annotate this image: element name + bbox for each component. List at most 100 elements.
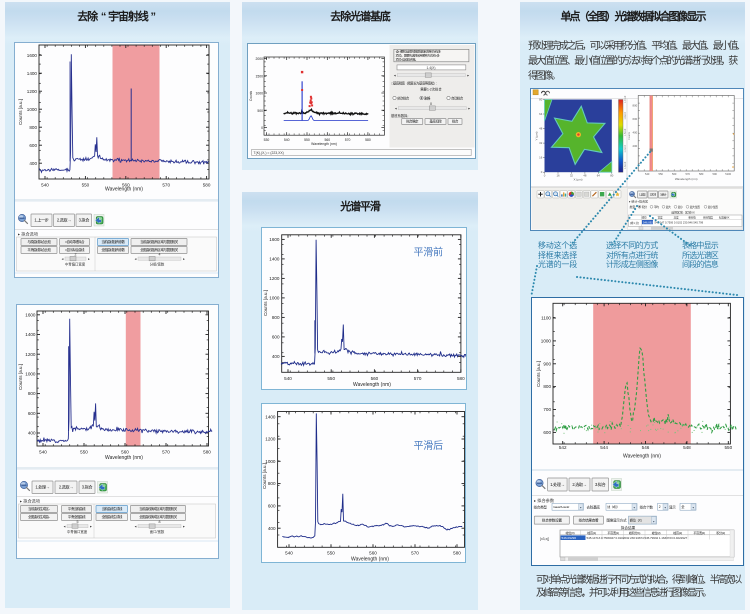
svg-text:1000: 1000 [269,296,280,301]
svg-text:◄: ◄ [134,257,137,261]
svg-text:560: 560 [122,183,130,188]
svg-text:基底扣除: 基底扣除 [430,119,443,124]
svg-text:1600: 1600 [25,312,36,317]
svg-text:峰高(2): 峰高(2) [673,530,682,535]
svg-text:546: 546 [642,445,650,450]
svg-text:Wavelength (nm): Wavelength (nm) [311,142,337,146]
svg-text:545.147 0.7506 0.0102 230.9: 545.147 0.7506 0.0102 230.946 545.799 [655,220,704,224]
svg-text:Counts: Counts [249,91,253,102]
svg-text:1200: 1200 [269,276,280,281]
svg-text:1.处理→: 1.处理→ [35,484,49,490]
svg-text:700: 700 [543,407,551,412]
svg-text:中青偏口宽度: 中青偏口宽度 [67,529,88,534]
svg-text:540: 540 [645,172,650,176]
svg-text:平高宽(1): 平高宽(1) [607,530,619,535]
svg-text:当前曲线独有区域与整图相关: 当前曲线独有区域与整图相关 [140,239,179,244]
svg-text:3.拟合: 3.拟合 [595,481,606,487]
svg-text:Y (μm): Y (μm) [535,131,539,140]
svg-text:900: 900 [543,361,551,366]
svg-text:Wavelength (nm): Wavelength (nm) [351,557,389,563]
svg-text:显示: 显示 [669,506,676,510]
svg-text:当前曲线换成区域与整图相关: 当前曲线换成区域与整图相关 [139,506,178,511]
svg-text:1000: 1000 [27,107,38,112]
svg-text:全图曲线生成线: 全图曲线生成线 [102,514,123,519]
svg-text:中青偏口宽度: 中青偏口宽度 [65,262,86,267]
svg-text:590: 590 [713,172,718,176]
svg-text:去除基底: 去除基底 [587,505,601,510]
svg-text:2.区间: 2.区间 [650,192,657,196]
svg-text:570: 570 [686,172,691,176]
svg-text:2000: 2000 [255,57,263,61]
svg-text:800: 800 [29,125,37,130]
svg-text:自动拟合: 自动拟合 [451,96,464,101]
svg-text:500: 500 [257,109,263,113]
svg-text:□基底稍宽（稍宽长为基底等宽松）:: □基底稍宽（稍宽长为基底等宽松）: [391,81,437,86]
svg-text:600: 600 [272,335,280,340]
svg-text:项式)，需要先选择采用哪种方式/线+多: 项式)，需要先选择采用哪种方式/线+多 [396,53,440,58]
svg-text:1400: 1400 [27,71,38,76]
svg-text:600: 600 [268,504,276,509]
svg-text:550: 550 [724,445,732,450]
svg-text:Counts [a.u.]: Counts [a.u.] [18,364,23,390]
svg-text:▸ 拟合选项: ▸ 拟合选项 [18,231,39,238]
svg-text:[峰1,全]: [峰1,全] [630,221,639,225]
svg-text:4: 4 [159,253,161,257]
svg-text:宽度: 宽度 [658,216,663,220]
svg-text:拟合确定: 拟合确定 [406,119,419,124]
svg-text:◄: ◄ [63,525,66,529]
svg-text:800: 800 [543,384,551,389]
svg-text:最大: 最大 [666,204,671,209]
svg-text:[x3,x(]: [x3,x(] [540,537,549,541]
svg-text:80: 80 [610,174,614,178]
svg-text:当前曲线生成线: 当前曲线生成线 [102,506,123,511]
svg-text:64: 64 [597,174,601,178]
svg-text:545.14713 0.7506047 0.010203: 545.14713 0.7506047 0.0102032 230.94674 … [587,536,688,540]
svg-text:5100: 5100 [725,172,731,176]
svg-text:1200: 1200 [27,89,38,94]
svg-text:1600: 1600 [269,237,280,242]
svg-text:平滑全图曲线: 平滑全图曲线 [68,514,86,519]
svg-text:▾: ▾ [580,505,582,509]
svg-text:1.3x10: 1.3x10 [624,161,627,169]
svg-text:当前曲线生成区...: 当前曲线生成区... [28,506,50,511]
svg-text:1.6x10: 1.6x10 [624,112,627,120]
svg-text:基底系数拟:: 基底系数拟: [391,113,408,118]
svg-text:拟合: 拟合 [452,119,459,124]
svg-text:600: 600 [633,117,638,121]
svg-text:Wavelength (nm): Wavelength (nm) [105,455,143,461]
svg-text:平滑前: 平滑前 [414,246,444,259]
svg-text:580: 580 [203,450,211,455]
svg-text:1000: 1000 [265,459,276,464]
svg-text:580: 580 [365,138,371,142]
svg-text:48: 48 [583,174,587,178]
svg-text:拟合个数: 拟合个数 [640,505,654,510]
svg-text:550: 550 [82,183,90,188]
svg-text:Counts: Counts [628,131,631,140]
svg-text:570: 570 [345,138,351,142]
svg-text:400: 400 [268,526,276,531]
svg-text:2.选取→: 2.选取→ [57,217,71,223]
svg-text:□显示拟合曲线: □显示拟合曲线 [65,247,85,252]
svg-text:1.7x10: 1.7x10 [624,95,627,103]
svg-text:2.选取→: 2.选取→ [59,484,73,490]
svg-text:▾: ▾ [664,505,666,509]
svg-text:X (μm): X (μm) [573,178,582,182]
svg-text:1200: 1200 [265,437,276,442]
svg-text:580: 580 [457,376,465,381]
svg-text:Wavelength (nm): Wavelength (nm) [675,177,698,181]
svg-text:平滑当前曲线: 平滑当前曲线 [68,506,86,511]
svg-text:◄: ◄ [61,257,64,261]
svg-text:◄: ◄ [393,74,396,78]
svg-text:图像显示方式: 图像显示方式 [607,517,627,522]
svg-text:T(K),(X,) = (223,XX): T(K),(X,) = (223,XX) [254,151,284,155]
svg-text:550: 550 [80,450,88,455]
svg-text:拟合结果查看: 拟合结果查看 [579,517,599,522]
svg-text:1400: 1400 [269,257,280,262]
svg-text:Wavelength (nm): Wavelength (nm) [105,187,143,193]
svg-text:X: X [430,102,433,106]
svg-text:峰位: 峰位 [642,216,647,220]
svg-text:Counts [a.u.]: Counts [a.u.] [262,463,267,489]
svg-text:□自动寻峰拟合: □自动寻峰拟合 [65,239,85,244]
svg-text:800: 800 [28,391,36,396]
svg-text:560: 560 [371,376,379,381]
